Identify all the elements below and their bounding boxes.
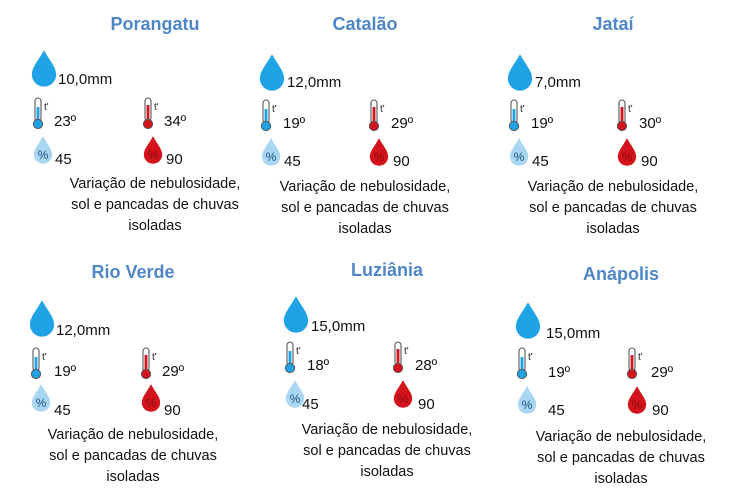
- humidity-max-value: 90: [418, 396, 435, 413]
- humidity-red-drop-icon: [140, 382, 162, 414]
- city-name: Rio Verde: [91, 262, 175, 282]
- temp-max-value: 29º: [162, 363, 185, 380]
- humidity-max-value: 90: [641, 153, 658, 170]
- weather-description: Variação de nebulosidade, sol e pancadas…: [535, 429, 707, 487]
- city-card-rio-verde: Rio Verde 12,0mm 19º 29º 45 90 Variação …: [18, 254, 248, 489]
- thermometer-cold-icon: [32, 96, 56, 130]
- rain-value: 12,0mm: [287, 74, 342, 91]
- weather-description: Variação de nebulosidade, sol e pancadas…: [279, 179, 451, 237]
- thermometer-cold-icon: [30, 346, 54, 380]
- humidity-min-value: 45: [532, 153, 549, 170]
- weather-description: Variação de nebulosidade, sol e pancadas…: [527, 179, 699, 237]
- city-name: Porangatu: [110, 14, 200, 34]
- city-card-luziania: Luziânia 15,0mm 18º 28º 45 90 Variação d…: [272, 254, 502, 489]
- temp-min-value: 19º: [283, 115, 306, 132]
- temp-max-value: 29º: [651, 364, 674, 381]
- city-card-catalao: Catalão 12,0mm 19º 29º 45 90 Variação de…: [250, 8, 480, 243]
- rain-value: 15,0mm: [546, 325, 601, 342]
- humidity-max-value: 90: [652, 402, 669, 419]
- weather-description: Variação de nebulosidade, sol e pancadas…: [47, 427, 219, 485]
- rain-value: 12,0mm: [56, 322, 111, 339]
- city-card-porangatu: Porangatu 10,0mm 23º 34º 45 90 Variação …: [40, 8, 270, 243]
- humidity-min-value: 45: [548, 402, 565, 419]
- rain-drop-icon: [30, 48, 58, 88]
- temp-max-value: 34º: [164, 113, 187, 130]
- thermometer-cold-icon: [284, 340, 308, 374]
- thermometer-hot-icon: [616, 98, 640, 132]
- thermometer-cold-icon: [260, 98, 284, 132]
- temp-min-value: 19º: [54, 363, 77, 380]
- weather-description: Variação de nebulosidade, sol e pancadas…: [301, 422, 473, 480]
- humidity-light-drop-icon: [508, 136, 530, 168]
- humidity-light-drop-icon: [260, 136, 282, 168]
- humidity-max-value: 90: [166, 151, 183, 168]
- rain-drop-icon: [506, 52, 534, 92]
- temp-min-value: 19º: [548, 364, 571, 381]
- humidity-min-value: 45: [302, 396, 319, 413]
- humidity-light-drop-icon: [30, 382, 52, 414]
- rain-drop-icon: [258, 52, 286, 92]
- temp-max-value: 29º: [391, 115, 414, 132]
- humidity-min-value: 45: [284, 153, 301, 170]
- temp-max-value: 30º: [639, 115, 662, 132]
- humidity-max-value: 90: [164, 402, 181, 419]
- weather-description: Variação de nebulosidade, sol e pancadas…: [69, 176, 241, 234]
- city-card-jatai: Jataí 7,0mm 19º 30º 45 90 Variação de ne…: [498, 8, 728, 243]
- thermometer-hot-icon: [140, 346, 164, 380]
- humidity-red-drop-icon: [616, 136, 638, 168]
- rain-drop-icon: [514, 300, 542, 340]
- rain-value: 7,0mm: [535, 74, 581, 91]
- temp-max-value: 28º: [415, 357, 438, 374]
- humidity-light-drop-icon: [516, 384, 538, 416]
- city-name: Anápolis: [582, 264, 659, 284]
- city-name: Catalão: [332, 14, 398, 34]
- rain-drop-icon: [28, 298, 56, 338]
- thermometer-hot-icon: [392, 340, 416, 374]
- humidity-red-drop-icon: [368, 136, 390, 168]
- city-name: Luziânia: [350, 260, 423, 280]
- city-name: Jataí: [592, 14, 634, 34]
- temp-min-value: 23º: [54, 113, 77, 130]
- thermometer-cold-icon: [516, 346, 540, 380]
- thermometer-hot-icon: [368, 98, 392, 132]
- thermometer-hot-icon: [626, 346, 650, 380]
- humidity-min-value: 45: [55, 151, 72, 168]
- city-card-anapolis: Anápolis 15,0mm 19º 29º 45 90 Variação d…: [506, 254, 736, 489]
- humidity-light-drop-icon: [32, 134, 54, 166]
- humidity-red-drop-icon: [626, 384, 648, 416]
- humidity-min-value: 45: [54, 402, 71, 419]
- temp-min-value: 18º: [307, 357, 330, 374]
- rain-drop-icon: [282, 294, 310, 334]
- humidity-max-value: 90: [393, 153, 410, 170]
- thermometer-cold-icon: [508, 98, 532, 132]
- temp-min-value: 19º: [531, 115, 554, 132]
- thermometer-hot-icon: [142, 96, 166, 130]
- rain-value: 15,0mm: [311, 318, 366, 335]
- humidity-red-drop-icon: [142, 134, 164, 166]
- humidity-red-drop-icon: [392, 378, 414, 410]
- rain-value: 10,0mm: [58, 71, 113, 88]
